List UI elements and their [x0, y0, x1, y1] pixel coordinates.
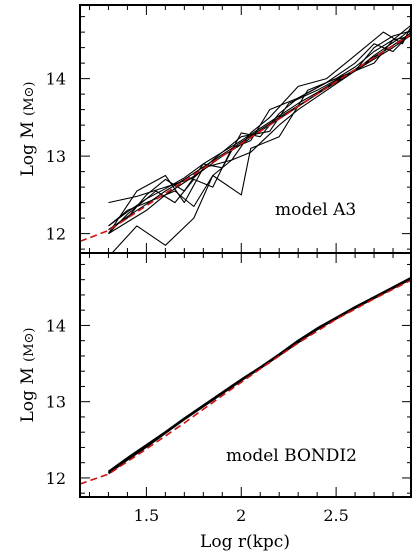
bottom-y-axis-title: Log M (M⊙) — [18, 328, 38, 423]
top-y-axis-title: Log M (M⊙) — [18, 82, 38, 177]
bottom-y-tick-label: 13 — [46, 393, 66, 412]
x-axis-title: Log r(kpc) — [200, 532, 290, 552]
top-series-line-6 — [108, 24, 412, 234]
top-series-line-9 — [108, 27, 412, 227]
top-series-line-4 — [108, 35, 412, 204]
top-y-tick-label: 12 — [46, 225, 66, 244]
bottom-series-line-2 — [107, 277, 412, 475]
top-y-tick-label: 13 — [46, 147, 66, 166]
bottom-frame — [79, 252, 412, 498]
bottom-reference-line — [80, 278, 412, 485]
bottom-model-label: model BONDI2 — [226, 446, 357, 466]
x-tick-label: 2 — [236, 506, 246, 525]
bottom-y-tick-label: 14 — [46, 316, 66, 335]
bottom-series-line-1 — [107, 276, 412, 473]
top-model-label: model A3 — [275, 200, 356, 220]
bottom-plot-area — [80, 276, 412, 485]
x-tick-label: 1.5 — [134, 506, 159, 525]
x-tick-label: 2.5 — [323, 506, 348, 525]
top-series-line-8 — [111, 23, 412, 253]
top-plot-area — [80, 23, 412, 253]
top-y-tick-label: 14 — [46, 70, 66, 89]
bottom-y-tick-label: 12 — [46, 469, 66, 488]
top-reference-line — [80, 33, 412, 243]
